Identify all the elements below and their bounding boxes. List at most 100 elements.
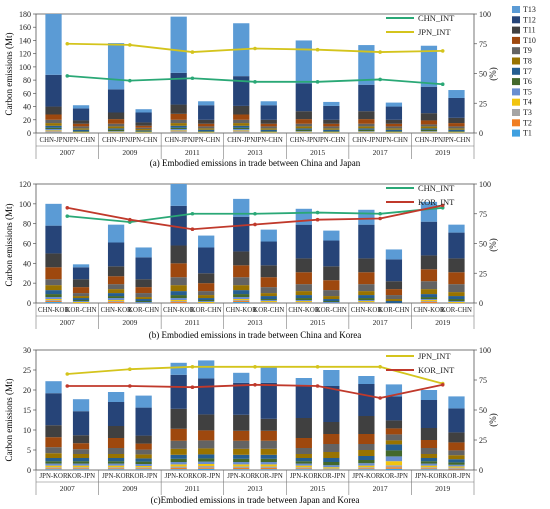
bar-segment-t4 — [260, 464, 277, 467]
bar-segment-t10 — [420, 440, 438, 448]
y-tick-label: 10 — [23, 426, 31, 435]
bar-segment-t8 — [420, 454, 438, 458]
bar-segment-t12 — [260, 105, 277, 120]
bar-segment-t12 — [107, 89, 125, 113]
bar-segment-t7 — [448, 129, 465, 132]
bar-segment-t10 — [448, 123, 465, 127]
bar-segment-t8 — [323, 452, 340, 458]
bar-segment-t7 — [385, 129, 403, 132]
bar-segment-t7 — [420, 294, 438, 298]
bar-segment-t1 — [420, 469, 438, 470]
bar-segment-t4 — [358, 131, 375, 133]
bar-segment-t6 — [323, 462, 340, 466]
bar-segment-t13 — [198, 235, 215, 248]
bar-segment-t4 — [72, 465, 90, 468]
bar-segment-t6 — [323, 131, 340, 132]
bar-segment-t9 — [420, 281, 438, 290]
bar-segment-t11 — [107, 426, 125, 438]
bar-segment-t3 — [198, 466, 215, 468]
y-tick-label: 120 — [19, 50, 31, 59]
bar-segment-t4 — [358, 301, 375, 303]
category-label: CHN-JPN — [415, 137, 443, 144]
bar-segment-t9 — [72, 126, 90, 129]
bar-segment-t8 — [107, 126, 125, 129]
bar-segment-t4 — [448, 466, 465, 468]
bar-segment-t12 — [72, 411, 90, 436]
y-tick-label: 40 — [23, 259, 31, 268]
bar-segment-t13 — [233, 198, 250, 217]
bar-segment-t10 — [135, 125, 152, 128]
category-label: CHN-KOR — [413, 307, 444, 314]
bar-segment-t6 — [170, 127, 187, 130]
bar-segment-t8 — [420, 289, 438, 295]
category-label: CHN-KOR — [226, 307, 257, 314]
bar-segment-t3 — [385, 465, 403, 468]
bar-segment-t5 — [295, 131, 312, 132]
category-label: JPN-KOR — [352, 473, 380, 480]
bar-segment-t12 — [45, 393, 62, 426]
category-label: JPN-CHN — [317, 137, 345, 144]
bar-segment-t8 — [198, 128, 215, 130]
bar-segment-t12 — [260, 382, 277, 419]
bar-segment-t4 — [358, 465, 375, 468]
bar-segment-t11 — [358, 258, 375, 273]
bar-segment-t11 — [45, 425, 62, 438]
bar-segment-t6 — [198, 458, 215, 462]
bar-segment-t4 — [448, 132, 465, 133]
bar-segment-t4 — [295, 131, 312, 133]
bar-segment-t9 — [323, 126, 340, 129]
y-tick-label: 80 — [23, 76, 31, 85]
y-tick-label: 15 — [23, 406, 31, 415]
bar-segment-t9 — [260, 440, 277, 449]
bar-segment-t12 — [358, 224, 375, 259]
category-label: JPN-CHN — [67, 137, 95, 144]
bar-segment-t3 — [72, 467, 90, 469]
bar-segment-t7 — [260, 296, 277, 300]
bar-segment-t7 — [358, 456, 375, 460]
category-label: KOR-CHN — [316, 307, 347, 314]
bar-segment-t11 — [107, 266, 125, 277]
series-point-jpn_int — [315, 47, 320, 52]
bar-segment-t5 — [107, 298, 125, 301]
legend-line-label: JPN_INT — [418, 27, 451, 37]
bar-segment-t7 — [233, 125, 250, 128]
year-label: 2013 — [248, 148, 263, 157]
category-label: KOR-JPN — [67, 473, 95, 480]
bar-segment-t9 — [72, 449, 90, 454]
bar-segment-t6 — [233, 294, 250, 298]
series-point-kor_int — [65, 384, 70, 388]
bar-segment-t8 — [72, 128, 90, 130]
bar-segment-t11 — [198, 273, 215, 284]
year-label: 2015 — [310, 148, 325, 157]
category-label: KOR-CHN — [253, 307, 284, 314]
bar-segment-t11 — [448, 432, 465, 443]
bar-segment-t10 — [385, 428, 403, 435]
bar-segment-t11 — [385, 119, 403, 124]
bar-segment-t1 — [358, 469, 375, 470]
bar-segment-t3 — [233, 300, 250, 302]
bar-segment-t9 — [45, 119, 62, 124]
bar-segment-t8 — [295, 291, 312, 296]
bar-segment-t9 — [260, 126, 277, 129]
bar-segment-t10 — [420, 120, 438, 125]
bar-segment-t9 — [198, 126, 215, 129]
bar-segment-t2 — [170, 131, 187, 133]
bar-segment-t5 — [358, 131, 375, 132]
bar-segment-t10 — [358, 119, 375, 124]
bar-segment-t10 — [420, 269, 438, 282]
bar-segment-t11 — [233, 105, 250, 115]
bar-segment-t12 — [385, 106, 403, 120]
bar-segment-t6 — [448, 299, 465, 302]
bar-segment-t8 — [198, 295, 215, 299]
bar-segment-t5 — [358, 300, 375, 302]
bar-segment-t8 — [295, 454, 312, 458]
bar-segment-t8 — [295, 126, 312, 129]
bar-segment-t9 — [260, 287, 277, 294]
bar-segment-t5 — [135, 464, 152, 466]
bar-segment-t6 — [420, 297, 438, 300]
bar-segment-t7 — [107, 128, 125, 130]
bar-segment-t1 — [233, 469, 250, 470]
y-tick-label: 140 — [19, 36, 31, 45]
bar-segment-t6 — [45, 461, 62, 464]
bar-segment-t11 — [45, 253, 62, 268]
